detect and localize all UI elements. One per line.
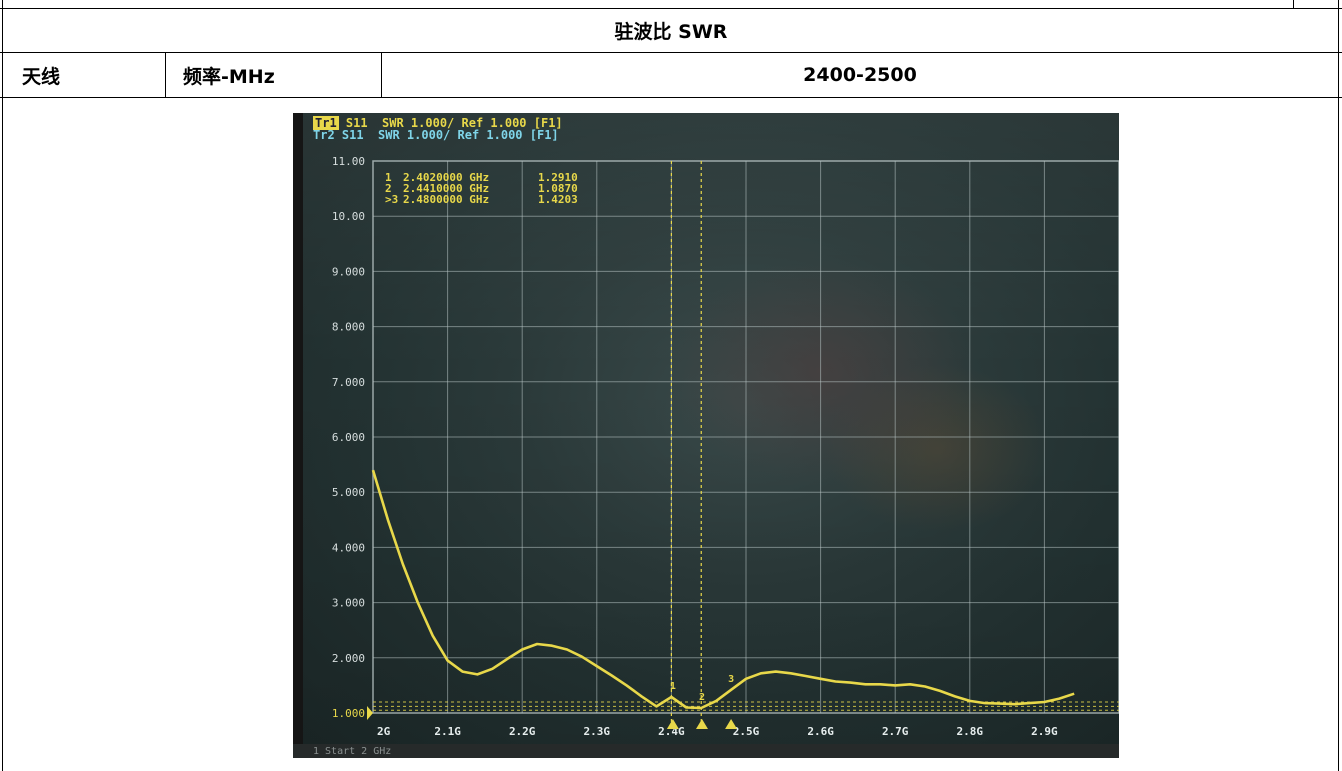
- marker-2-label: 2: [699, 692, 705, 703]
- y-tick-label: 8.000: [332, 321, 365, 334]
- x-tick-label: 2.5G: [733, 725, 760, 738]
- screen-bezel: [293, 113, 303, 758]
- x-tick-label: 2.2G: [509, 725, 536, 738]
- marker-3-freq: 2.4800000 GHz: [403, 193, 489, 206]
- marker-3-id: >3: [385, 193, 398, 206]
- table-top-stub: [1293, 0, 1294, 9]
- marker-vertical-lines: [670, 161, 702, 731]
- x-tick-label: 2.7G: [882, 725, 909, 738]
- swr-trace-line: [371, 469, 1075, 710]
- antenna-label: 天线: [22, 65, 61, 88]
- marker-3-label: 3: [728, 674, 734, 685]
- marker-3-value: 1.4203: [538, 193, 578, 206]
- trace1-settings: S11 SWR 1.000/ Ref 1.000 [F1]: [338, 116, 563, 130]
- y-tick-label: 11.00: [332, 155, 365, 168]
- trace1-badge: Tr1: [313, 116, 339, 130]
- marker-symbols: 1 2 3: [666, 674, 738, 729]
- table-border-top: [0, 8, 1342, 9]
- trace2-header: Tr2 S11 SWR 1.000/ Ref 1.000 [F1]: [313, 128, 559, 142]
- marker-1-freq: 2.4020000 GHz: [403, 171, 489, 184]
- x-tick-label: 2.9G: [1031, 725, 1058, 738]
- ref-level-triangle: [367, 706, 373, 720]
- y-tick-label: 10.00: [332, 210, 365, 223]
- y-tick-label: 4.000: [332, 541, 365, 554]
- y-tick-label: 1.000: [332, 707, 365, 720]
- x-tick-label: 2.8G: [957, 725, 984, 738]
- y-tick-label: 6.000: [332, 431, 365, 444]
- x-tick-label: 2.1G: [434, 725, 461, 738]
- marker-2-value: 1.0870: [538, 182, 578, 195]
- section-title: 驻波比 SWR: [614, 21, 728, 43]
- y-tick-labels: 11.00 10.00 9.000 8.000 7.000 6.000 5.000 4.000…: [332, 155, 365, 720]
- y-tick-label: 2.000: [332, 652, 365, 665]
- chart-grid: [372, 160, 1119, 714]
- y-tick-label: 9.000: [332, 265, 365, 278]
- frequency-range-value: 2400-2500: [803, 64, 917, 86]
- marker-1-id: 1: [385, 171, 392, 184]
- frequency-label: 频率-MHz: [183, 65, 275, 88]
- vna-screen-photo: Tr1 S11 SWR 1.000/ Ref 1.000 [F1] Tr2 S1…: [293, 113, 1119, 758]
- marker-2-freq: 2.4410000 GHz: [403, 182, 489, 195]
- swr-chart: 11.00 10.00 9.000 8.000 7.000 6.000 5.000 4.000…: [332, 155, 1119, 738]
- table-row-divider-2: [0, 97, 1342, 98]
- marker-2-id: 2: [385, 182, 392, 195]
- marker-1-triangle: [666, 719, 679, 729]
- marker-1-label: 1: [670, 681, 676, 692]
- x-tick-label: 2.6G: [807, 725, 834, 738]
- table-border-right: [1338, 0, 1339, 771]
- marker-3-triangle: [725, 719, 738, 729]
- y-tick-label: 5.000: [332, 486, 365, 499]
- table-col-divider-1: [165, 52, 166, 98]
- status-text: 1 Start 2 GHz: [313, 746, 392, 757]
- y-tick-label: 3.000: [332, 597, 365, 610]
- marker-1-value: 1.2910: [538, 171, 578, 184]
- x-tick-label: 2.3G: [584, 725, 611, 738]
- x-tick-label: 2G: [377, 725, 391, 738]
- x-tick-labels: 2G 2.1G 2.2G 2.3G 2.4G 2.5G 2.6G 2.7G 2.8G 2.9G: [377, 725, 1058, 738]
- reference-lines: [367, 701, 1119, 720]
- marker-2-triangle: [695, 719, 708, 729]
- table-border-left: [2, 0, 3, 771]
- trace1-header: Tr1 S11 SWR 1.000/ Ref 1.000 [F1]: [313, 116, 563, 130]
- table-col-divider-2: [381, 52, 382, 98]
- marker-readout: 1 2.4020000 GHz 1.2910 2 2.4410000 GHz 1.0870…: [385, 171, 578, 206]
- y-tick-label: 7.000: [332, 376, 365, 389]
- table-row-divider-1: [0, 52, 1342, 53]
- status-bar: 1 Start 2 GHz: [293, 744, 1119, 758]
